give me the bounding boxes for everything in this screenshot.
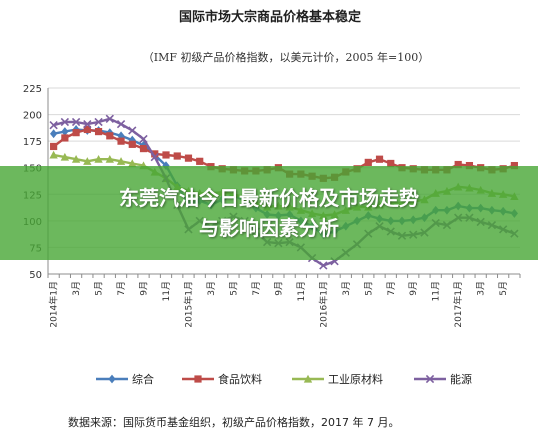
x-tick-label: 3月	[206, 281, 217, 296]
x-tick-label: 7月	[251, 281, 262, 296]
data-point	[117, 131, 125, 141]
data-point	[50, 129, 58, 139]
x-tick-label: 3月	[476, 281, 487, 296]
data-point	[128, 126, 137, 135]
data-point	[71, 155, 81, 163]
data-point	[139, 144, 148, 153]
x-tick-label: 11月	[161, 281, 172, 301]
x-tick-label: 3月	[71, 281, 82, 296]
data-point	[116, 157, 126, 165]
y-tick-label: 225	[23, 84, 42, 95]
legend-item: 食品饮料	[182, 372, 262, 386]
legend-item: 能源	[414, 372, 472, 386]
data-point	[50, 142, 58, 151]
data-point	[117, 137, 125, 145]
data-point	[94, 155, 103, 163]
data-point	[94, 117, 103, 127]
data-point	[83, 119, 92, 129]
data-point	[162, 151, 170, 159]
headline-banner: 东莞汽油今日最新价格及市场走势 与影响因素分析	[0, 166, 538, 260]
data-point	[510, 161, 518, 170]
data-point	[49, 121, 58, 130]
legend-label: 食品饮料	[218, 372, 262, 386]
x-tick-label: 2016年1月	[317, 281, 329, 328]
legend-swatch-marker	[303, 374, 313, 383]
data-point	[454, 160, 462, 169]
legend-swatch-marker	[108, 374, 116, 384]
data-point	[94, 127, 103, 136]
data-point	[150, 152, 159, 162]
legend-swatch-marker	[194, 375, 202, 383]
legend-label: 综合	[132, 372, 154, 386]
x-tick-label: 5月	[363, 281, 374, 296]
x-tick-label: 5月	[498, 281, 509, 296]
banner-line-2: 与影响因素分析	[199, 216, 339, 240]
data-point	[151, 150, 159, 158]
data-point	[105, 155, 115, 163]
data-point	[319, 261, 328, 270]
source-note: 数据来源：国际货币基金组织，初级产品价格指数，2017 年 7 月。	[68, 415, 399, 429]
data-point	[128, 159, 137, 168]
x-axis-ticks: 2014年1月 3月 5月 7月 9月 11月 2015年1月 3月 5月 7月 9月 11月 2016…	[48, 281, 510, 328]
x-tick-label: 11月	[296, 281, 307, 301]
data-point	[387, 159, 395, 168]
data-point	[60, 117, 70, 127]
x-tick-label: 2017年1月	[452, 281, 464, 328]
legend-item: 工业原材料	[292, 372, 383, 386]
data-point	[139, 134, 148, 144]
chart-subtitle: （IMF 初级产品价格指数，以美元计价，2005 年=100）	[143, 50, 429, 64]
data-point	[61, 134, 69, 142]
data-point	[375, 155, 384, 163]
data-point	[465, 161, 474, 170]
x-tick-label: 5月	[228, 281, 239, 296]
x-tick-label: 7月	[386, 281, 397, 296]
x-tick-label: 7月	[116, 281, 127, 296]
x-tick-label: 9月	[139, 281, 150, 296]
y-tick-label: 200	[23, 111, 42, 122]
x-tick-label: 5月	[94, 281, 105, 296]
legend-label: 能源	[450, 372, 472, 386]
legend-swatch-marker	[425, 374, 435, 384]
y-tick-label: 50	[29, 270, 42, 281]
data-point	[184, 154, 193, 162]
legend-label: 工业原材料	[328, 372, 383, 386]
x-tick-label: 9月	[408, 281, 419, 296]
data-point	[128, 140, 136, 148]
x-tick-label: 11月	[431, 281, 442, 301]
data-point	[49, 150, 58, 159]
data-point	[72, 129, 80, 137]
x-tick-label: 9月	[273, 281, 284, 296]
data-point	[71, 117, 81, 127]
x-tick-label: 2015年1月	[182, 281, 194, 328]
data-point	[105, 114, 114, 123]
data-point	[83, 157, 92, 165]
chart-title: 国际市场大宗商品价格基本稳定	[179, 9, 361, 25]
data-point	[364, 158, 372, 166]
data-point	[116, 119, 126, 129]
data-point	[196, 157, 204, 165]
data-point	[83, 125, 91, 134]
y-tick-label: 175	[23, 137, 42, 148]
legend-item: 综合	[96, 372, 154, 386]
x-tick-label: 2014年1月	[48, 281, 60, 328]
data-point	[61, 127, 69, 136]
data-point	[106, 132, 114, 140]
x-tick-label: 3月	[341, 281, 352, 296]
data-point	[60, 152, 70, 161]
banner-line-1: 东莞汽油今日最新价格及市场走势	[119, 186, 419, 210]
data-point	[173, 152, 181, 160]
legend: 综合 食品饮料 工业原材料 能源	[96, 372, 472, 386]
